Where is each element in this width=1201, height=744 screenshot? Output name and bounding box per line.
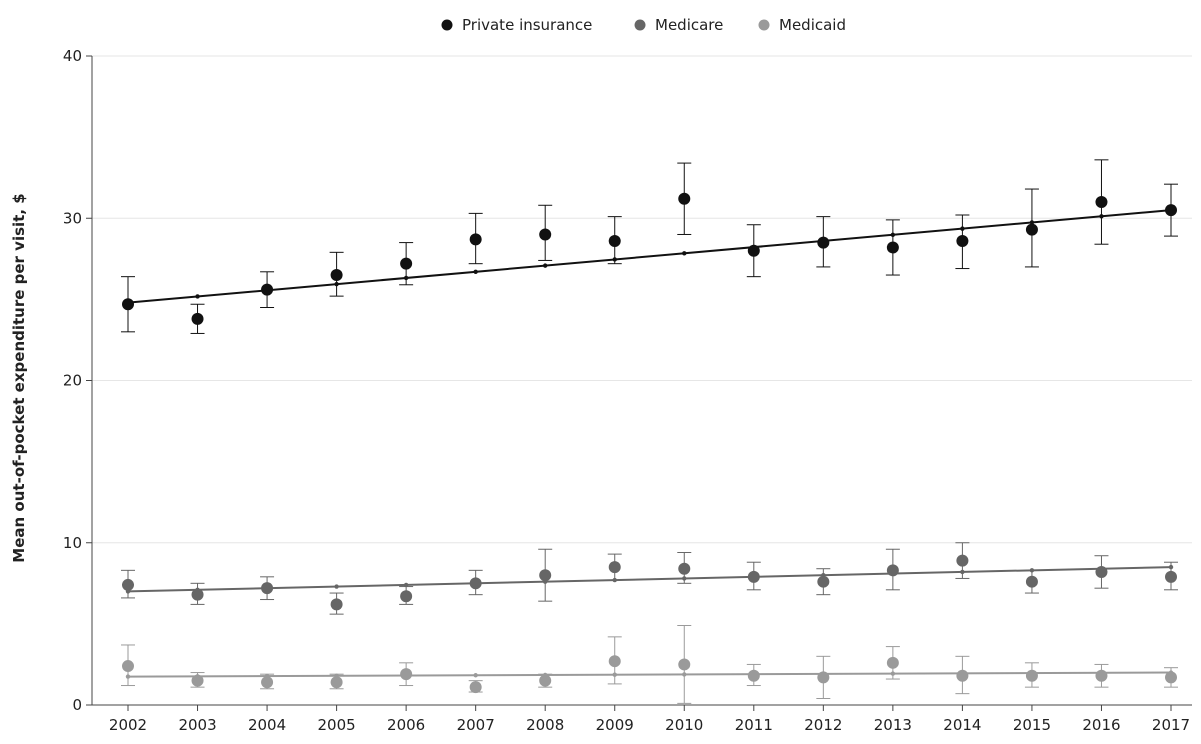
data-point-medicaid [400, 668, 413, 681]
y-axis-title: Mean out-of-pocket expenditure per visit… [10, 193, 28, 562]
data-point-private-insurance [956, 234, 969, 247]
legend-marker [441, 19, 453, 31]
y-tick-label: 40 [63, 47, 82, 65]
x-tick-label: 2006 [387, 716, 425, 734]
x-tick-label: 2002 [109, 716, 147, 734]
data-point-private-insurance [191, 312, 204, 325]
data-point-medicare [956, 554, 969, 567]
y-tick-label: 10 [63, 534, 82, 552]
trend-lines [125, 207, 1174, 679]
data-point-private-insurance [817, 236, 830, 249]
x-tick-label: 2016 [1082, 716, 1120, 734]
data-point-medicare [817, 575, 830, 588]
data-point-medicaid [747, 669, 760, 682]
x-tick-label: 2013 [874, 716, 912, 734]
data-point-medicaid [1165, 671, 1177, 684]
data-point-private-insurance [400, 257, 413, 270]
y-tick-label: 20 [63, 372, 82, 390]
trend-point-private-insurance [473, 269, 478, 274]
data-point-medicaid [191, 674, 204, 687]
data-point-medicaid [886, 656, 899, 669]
data-point-medicaid [608, 655, 621, 668]
data-point-medicaid [1025, 669, 1038, 682]
x-tick-label: 2012 [804, 716, 842, 734]
data-point-medicare [400, 590, 413, 603]
data-point-private-insurance [608, 234, 621, 247]
trend-line-medicare [127, 566, 1172, 593]
data-point-medicare [1095, 565, 1108, 578]
legend-label: Medicare [655, 16, 723, 34]
data-point-medicare [608, 561, 621, 574]
x-tick-label: 2007 [457, 716, 495, 734]
x-tick-label: 2003 [178, 716, 216, 734]
data-point-medicare [1165, 570, 1177, 583]
trend-point-private-insurance [543, 263, 548, 268]
trend-point-medicare [403, 582, 409, 588]
x-tick-label: 2009 [596, 716, 634, 734]
x-tick-label: 2011 [735, 716, 773, 734]
data-point-medicaid [539, 674, 552, 687]
legend-label: Private insurance [462, 16, 592, 34]
data-point-private-insurance [330, 269, 343, 282]
data-point-medicare [747, 570, 760, 583]
trend-point-medicaid [473, 673, 478, 678]
data-point-medicaid [817, 671, 830, 684]
data-point-private-insurance [1165, 204, 1177, 217]
trend-line-medicaid [127, 671, 1172, 678]
data-point-medicare [261, 582, 274, 595]
legend-item-medicare: Medicare [634, 16, 723, 34]
y-tick-label: 30 [63, 209, 82, 227]
x-tick-label: 2010 [665, 716, 703, 734]
data-point-private-insurance [1095, 196, 1108, 209]
data-point-medicare [122, 578, 134, 591]
legend: Private insurance Medicare Medicaid [441, 16, 846, 34]
data-point-medicare [1025, 575, 1038, 588]
x-tick-label: 2017 [1152, 716, 1190, 734]
data-point-medicare [191, 588, 204, 601]
data-point-medicaid [1095, 669, 1108, 682]
legend-marker [634, 19, 646, 31]
axes: 0 10 20 30 40 2002 2003 2004 2005 2006 2007 2008 200… [63, 47, 1192, 734]
data-point-private-insurance [469, 233, 482, 246]
x-tick-label: 2005 [318, 716, 356, 734]
legend-label: Medicaid [779, 16, 846, 34]
data-points [122, 192, 1177, 694]
grid [92, 55, 1192, 544]
data-point-medicaid [330, 676, 343, 689]
data-point-private-insurance [261, 283, 274, 296]
trend-point-private-insurance [682, 251, 687, 256]
legend-marker [758, 19, 770, 31]
trend-point-medicare [334, 584, 339, 589]
data-point-private-insurance [747, 244, 760, 257]
data-point-medicare [678, 562, 691, 575]
legend-item-private-insurance: Private insurance [441, 16, 592, 34]
x-tick-label: 2015 [1013, 716, 1051, 734]
data-point-private-insurance [678, 192, 691, 205]
x-tick-label: 2004 [248, 716, 286, 734]
x-tick-label: 2008 [526, 716, 564, 734]
data-point-private-insurance [886, 241, 899, 254]
data-point-medicare [469, 577, 482, 590]
x-tick-label: 2014 [943, 716, 981, 734]
y-tick-label: 0 [72, 696, 82, 714]
data-point-medicaid [678, 658, 691, 671]
data-point-medicare [539, 569, 552, 582]
data-point-private-insurance [1025, 223, 1038, 236]
error-bars [121, 159, 1178, 704]
data-point-medicaid [469, 681, 482, 694]
trend-line-private-insurance [127, 209, 1172, 304]
legend-item-medicaid: Medicaid [758, 16, 846, 34]
data-point-private-insurance [122, 298, 134, 311]
trend-point-private-insurance [195, 294, 200, 299]
data-point-medicaid [956, 669, 969, 682]
data-point-medicare [330, 598, 343, 611]
data-point-medicaid [261, 676, 274, 689]
data-point-private-insurance [539, 228, 552, 241]
data-point-medicaid [122, 660, 134, 673]
data-point-medicare [886, 564, 899, 577]
